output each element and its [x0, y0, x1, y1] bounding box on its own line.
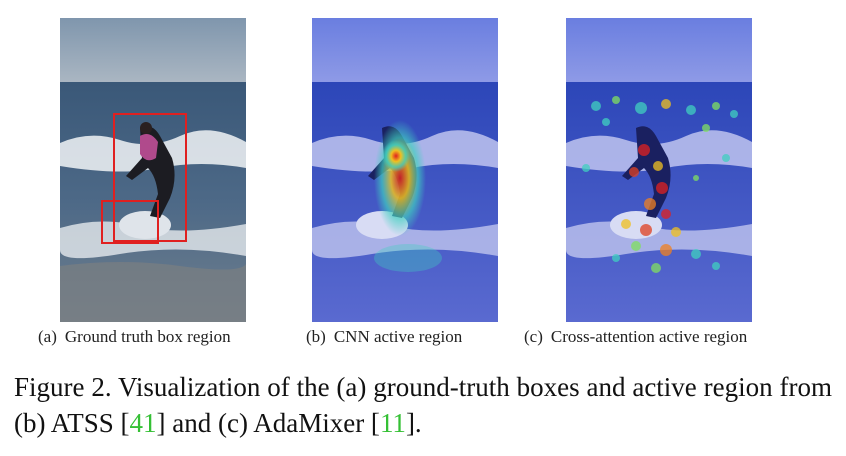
panel-ground-truth-image: [60, 18, 246, 322]
subcaption-b: (b) CNN active region: [306, 327, 462, 347]
cross-attention-heatmap-photo: [566, 18, 752, 322]
cnn-heatmap-photo: [312, 18, 498, 322]
figure-caption: Figure 2. Visualization of the (a) groun…: [14, 369, 832, 441]
subcaption-c: (c) Cross-attention active region: [524, 327, 747, 347]
caption-text: ] and (c) AdaMixer [: [156, 408, 380, 438]
subcaption-label: (c): [524, 327, 543, 346]
caption-text: ].: [405, 408, 422, 438]
citation-link[interactable]: 11: [379, 408, 406, 438]
panel-cross-attention-image: [566, 18, 752, 322]
subcaption-a: (a) Ground truth box region: [38, 327, 231, 347]
caption-text: Figure 2. Visualization of the (a) groun…: [14, 372, 832, 438]
surfer-photo: [60, 18, 246, 322]
person-bounding-box: [113, 113, 187, 242]
subcaption-text: CNN active region: [333, 327, 463, 346]
subcaption-text: Cross-attention active region: [550, 327, 748, 346]
subcaption-label: (b): [306, 327, 326, 346]
subcaption-label: (a): [38, 327, 57, 346]
citation-link[interactable]: 41: [129, 408, 157, 438]
subcaption-text: Ground truth box region: [64, 327, 231, 346]
surfboard-bounding-box: [101, 200, 159, 244]
panel-cnn-image: [312, 18, 498, 322]
